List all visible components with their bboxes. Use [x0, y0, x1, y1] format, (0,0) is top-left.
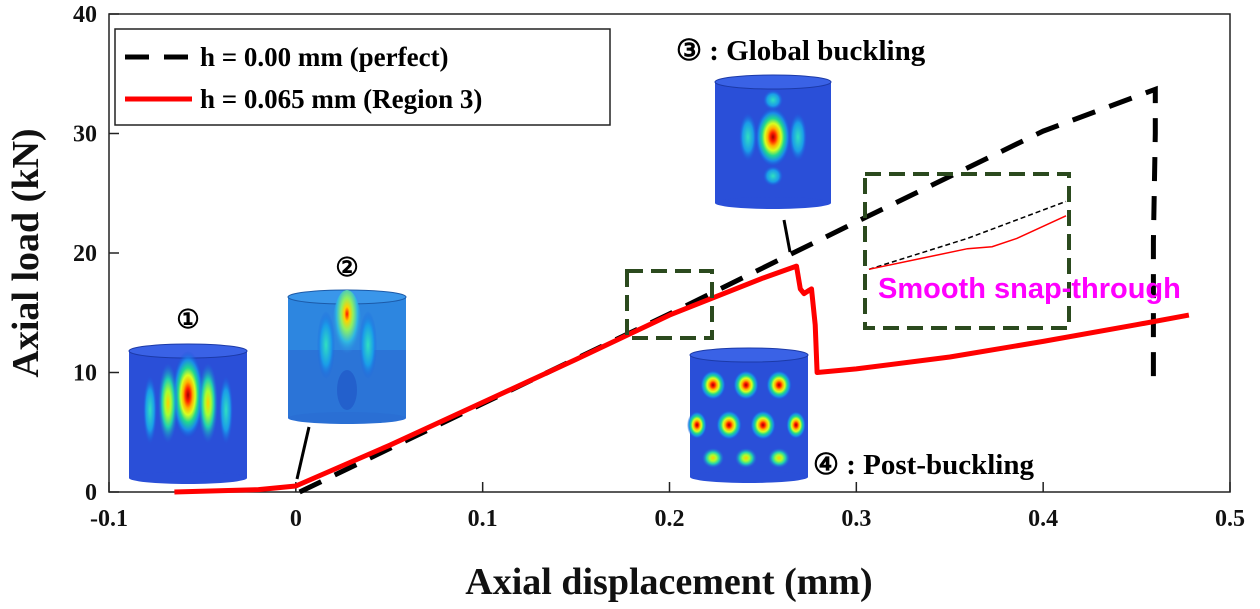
pointer-stage3	[782, 219, 792, 253]
shell-image-stage1	[128, 343, 248, 484]
x-tick-label: 0.5	[1215, 506, 1245, 532]
y-tick-label: 20	[73, 241, 97, 267]
inset-line-region3	[868, 215, 1067, 271]
x-tick-label: 0.1	[468, 506, 498, 532]
inset-label: Smooth snap-through	[878, 273, 1181, 305]
y-tick-label: 10	[73, 361, 97, 387]
shell-image-stage3	[714, 74, 832, 209]
shell-image-stage4	[687, 347, 809, 483]
legend: h = 0.00 mm (perfect) h = 0.065 mm (Regi…	[114, 28, 611, 126]
legend-label-region3: h = 0.065 mm (Region 3)	[200, 84, 482, 114]
y-tick-label: 0	[85, 480, 97, 506]
legend-label-perfect: h = 0.00 mm (perfect)	[200, 42, 449, 72]
zoom-inset-box	[863, 172, 1071, 330]
x-tick-label: 0.3	[841, 506, 871, 532]
shell-image-stage2	[287, 289, 407, 424]
x-tick-label: -0.1	[90, 506, 128, 532]
series-line-region3	[174, 263, 1190, 495]
y-axis-ticks: 0 10 20 30 40	[73, 2, 119, 506]
y-axis-label: Axial load (kN)	[5, 128, 47, 377]
y-tick-label: 40	[73, 2, 97, 28]
x-axis-label: Axial displacement (mm)	[465, 561, 872, 603]
y-tick-label: 30	[73, 122, 97, 148]
x-axis-ticks: -0.1 0 0.1 0.2 0.3 0.4 0.5	[90, 482, 1245, 532]
stage2-label: ②	[335, 252, 358, 282]
legend-box	[114, 28, 611, 126]
series-layer	[174, 85, 1190, 495]
stage1-label: ①	[176, 304, 199, 334]
pointer-stage2	[295, 426, 311, 480]
inset-line-perfect	[868, 200, 1067, 271]
stage3-label: ③ : Global buckling	[676, 35, 926, 67]
inset: Smooth snap-through	[868, 200, 1181, 305]
zoom-source-box	[625, 269, 714, 340]
x-tick-label: 0	[290, 506, 302, 532]
x-tick-label: 0.4	[1028, 506, 1058, 532]
x-tick-label: 0.2	[655, 506, 685, 532]
stage4-label: ④ : Post-buckling	[813, 449, 1034, 481]
